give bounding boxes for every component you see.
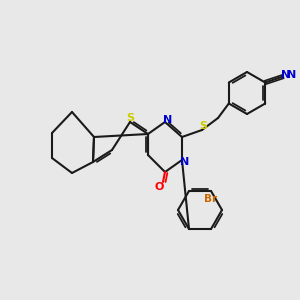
Text: O: O bbox=[154, 182, 164, 192]
Text: S: S bbox=[199, 121, 207, 131]
Text: Br: Br bbox=[204, 194, 218, 204]
Text: N: N bbox=[180, 157, 190, 167]
Text: N: N bbox=[286, 70, 296, 80]
Text: N: N bbox=[164, 115, 172, 125]
Text: S: S bbox=[126, 113, 134, 123]
Text: N: N bbox=[280, 70, 290, 80]
